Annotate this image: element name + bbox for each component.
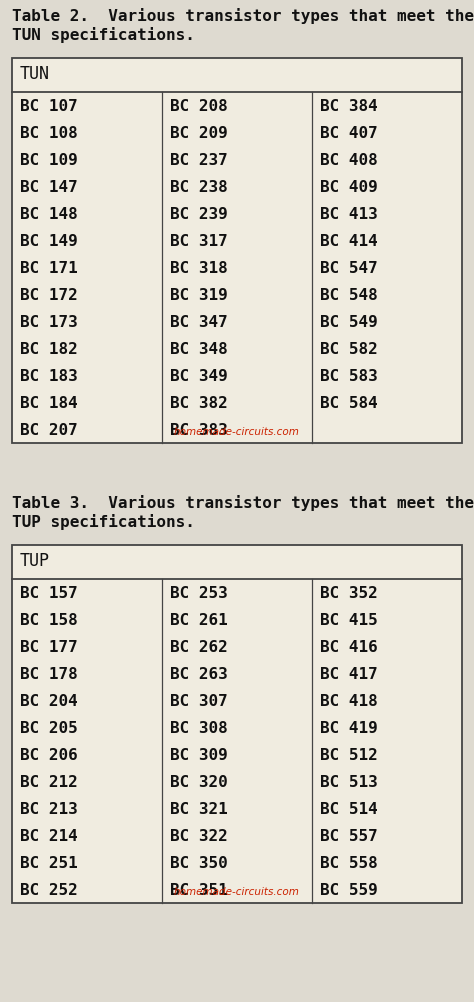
- Text: BC 238: BC 238: [170, 179, 228, 194]
- Text: BC 559: BC 559: [319, 883, 377, 898]
- Text: BC 558: BC 558: [319, 856, 377, 871]
- Text: BC 171: BC 171: [20, 261, 78, 276]
- Bar: [12, 58, 462, 443]
- Text: homemade-circuits.com: homemade-circuits.com: [174, 427, 300, 437]
- Text: BC 149: BC 149: [20, 233, 78, 248]
- Text: BC 178: BC 178: [20, 666, 78, 681]
- Text: BC 409: BC 409: [319, 179, 377, 194]
- Text: BC 322: BC 322: [170, 829, 228, 844]
- Text: BC 107: BC 107: [20, 98, 78, 113]
- Text: BC 182: BC 182: [20, 342, 78, 357]
- Text: TUN: TUN: [20, 65, 50, 83]
- Text: BC 415: BC 415: [319, 612, 377, 627]
- Text: BC 108: BC 108: [20, 125, 78, 140]
- Text: BC 148: BC 148: [20, 206, 78, 221]
- Text: BC 307: BC 307: [170, 693, 228, 708]
- Text: BC 349: BC 349: [170, 369, 228, 384]
- Text: BC 583: BC 583: [319, 369, 377, 384]
- Text: BC 418: BC 418: [319, 693, 377, 708]
- Text: Table 3.  Various transistor types that meet the: Table 3. Various transistor types that m…: [12, 495, 474, 511]
- Text: BC 383: BC 383: [170, 423, 228, 438]
- Text: BC 350: BC 350: [170, 856, 228, 871]
- Text: BC 321: BC 321: [170, 802, 228, 817]
- Text: BC 213: BC 213: [20, 802, 78, 817]
- Text: TUN specifications.: TUN specifications.: [12, 27, 195, 43]
- Text: BC 549: BC 549: [319, 315, 377, 330]
- Text: homemade-circuits.com: homemade-circuits.com: [174, 887, 300, 897]
- Text: BC 319: BC 319: [170, 288, 228, 303]
- Text: BC 318: BC 318: [170, 261, 228, 276]
- Text: BC 414: BC 414: [319, 233, 377, 248]
- Text: BC 207: BC 207: [20, 423, 78, 438]
- Text: BC 204: BC 204: [20, 693, 78, 708]
- Text: BC 214: BC 214: [20, 829, 78, 844]
- Text: BC 547: BC 547: [319, 261, 377, 276]
- Text: BC 513: BC 513: [319, 775, 377, 790]
- Text: BC 320: BC 320: [170, 775, 228, 790]
- Text: BC 173: BC 173: [20, 315, 78, 330]
- Text: BC 109: BC 109: [20, 152, 78, 167]
- Text: BC 239: BC 239: [170, 206, 228, 221]
- Text: BC 261: BC 261: [170, 612, 228, 627]
- Bar: [12, 545, 462, 903]
- Text: BC 183: BC 183: [20, 369, 78, 384]
- Text: BC 262: BC 262: [170, 639, 228, 654]
- Text: BC 384: BC 384: [319, 98, 377, 113]
- Text: BC 208: BC 208: [170, 98, 228, 113]
- Text: BC 237: BC 237: [170, 152, 228, 167]
- Text: BC 557: BC 557: [319, 829, 377, 844]
- Text: BC 416: BC 416: [319, 639, 377, 654]
- Text: BC 413: BC 413: [319, 206, 377, 221]
- Text: BC 382: BC 382: [170, 396, 228, 411]
- Text: BC 205: BC 205: [20, 720, 78, 735]
- Text: BC 252: BC 252: [20, 883, 78, 898]
- Text: BC 419: BC 419: [319, 720, 377, 735]
- Text: BC 317: BC 317: [170, 233, 228, 248]
- Text: BC 212: BC 212: [20, 775, 78, 790]
- Text: TUP specifications.: TUP specifications.: [12, 514, 195, 530]
- Text: BC 309: BC 309: [170, 747, 228, 763]
- Text: BC 408: BC 408: [319, 152, 377, 167]
- Text: BC 209: BC 209: [170, 125, 228, 140]
- Text: BC 263: BC 263: [170, 666, 228, 681]
- Text: BC 407: BC 407: [319, 125, 377, 140]
- Text: BC 206: BC 206: [20, 747, 78, 763]
- Text: BC 308: BC 308: [170, 720, 228, 735]
- Text: BC 158: BC 158: [20, 612, 78, 627]
- Text: TUP: TUP: [20, 552, 50, 570]
- Text: BC 184: BC 184: [20, 396, 78, 411]
- Text: BC 251: BC 251: [20, 856, 78, 871]
- Text: BC 348: BC 348: [170, 342, 228, 357]
- Text: BC 347: BC 347: [170, 315, 228, 330]
- Text: BC 582: BC 582: [319, 342, 377, 357]
- Text: BC 512: BC 512: [319, 747, 377, 763]
- Text: BC 177: BC 177: [20, 639, 78, 654]
- Text: BC 172: BC 172: [20, 288, 78, 303]
- Text: BC 548: BC 548: [319, 288, 377, 303]
- Text: BC 584: BC 584: [319, 396, 377, 411]
- Text: Table 2.  Various transistor types that meet the: Table 2. Various transistor types that m…: [12, 8, 474, 24]
- Text: BC 514: BC 514: [319, 802, 377, 817]
- Text: BC 352: BC 352: [319, 585, 377, 600]
- Text: BC 253: BC 253: [170, 585, 228, 600]
- Text: BC 147: BC 147: [20, 179, 78, 194]
- Text: BC 157: BC 157: [20, 585, 78, 600]
- Text: BC 351: BC 351: [170, 883, 228, 898]
- Text: BC 417: BC 417: [319, 666, 377, 681]
